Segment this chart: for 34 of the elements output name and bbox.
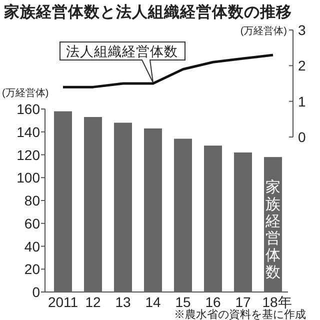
y-tick-label: 40 bbox=[24, 238, 40, 254]
text: ※農水省の資料を基に作成 bbox=[174, 308, 306, 320]
y-tick-label: 60 bbox=[24, 215, 40, 232]
x-tick-label: 14 bbox=[145, 294, 161, 310]
y-tick-label: 20 bbox=[24, 261, 40, 278]
y-tick-label: 140 bbox=[16, 124, 40, 140]
y-axis-title: (万経営体) bbox=[240, 25, 287, 37]
x-tick-label: 16 bbox=[205, 294, 221, 310]
chart-title: 家族経営体数と法人組織経営体数の推移 bbox=[3, 2, 292, 21]
y-tick-label: 3 bbox=[298, 22, 306, 38]
y-tick-label: 100 bbox=[16, 170, 40, 186]
bar bbox=[84, 117, 102, 292]
bar bbox=[234, 152, 252, 292]
y-tick-label: 0 bbox=[32, 284, 40, 300]
x-tick-label: 17 bbox=[235, 294, 251, 310]
bar bbox=[144, 128, 162, 292]
y-axis-title: (万経営体) bbox=[2, 87, 49, 99]
y-tick-label: 2 bbox=[298, 58, 306, 74]
y-tick-label: 120 bbox=[16, 146, 40, 163]
bar bbox=[174, 138, 192, 292]
x-tick-label: 15 bbox=[175, 294, 191, 310]
series-label: 法人組織経営体数 bbox=[66, 44, 178, 59]
bar bbox=[114, 122, 132, 292]
x-tick-label: 12 bbox=[85, 294, 101, 310]
y-tick-label: 0 bbox=[298, 129, 306, 145]
y-tick-label: 80 bbox=[24, 192, 40, 208]
series-label: 家族経営体数 bbox=[264, 179, 280, 281]
x-tick-label: 18年 bbox=[262, 294, 292, 310]
y-tick-label: 160 bbox=[16, 101, 40, 117]
x-tick-label: 13 bbox=[115, 294, 131, 310]
bar bbox=[54, 111, 72, 292]
bar bbox=[204, 146, 222, 292]
x-tick-label: 2011 bbox=[48, 294, 78, 310]
y-tick-label: 1 bbox=[298, 93, 306, 110]
